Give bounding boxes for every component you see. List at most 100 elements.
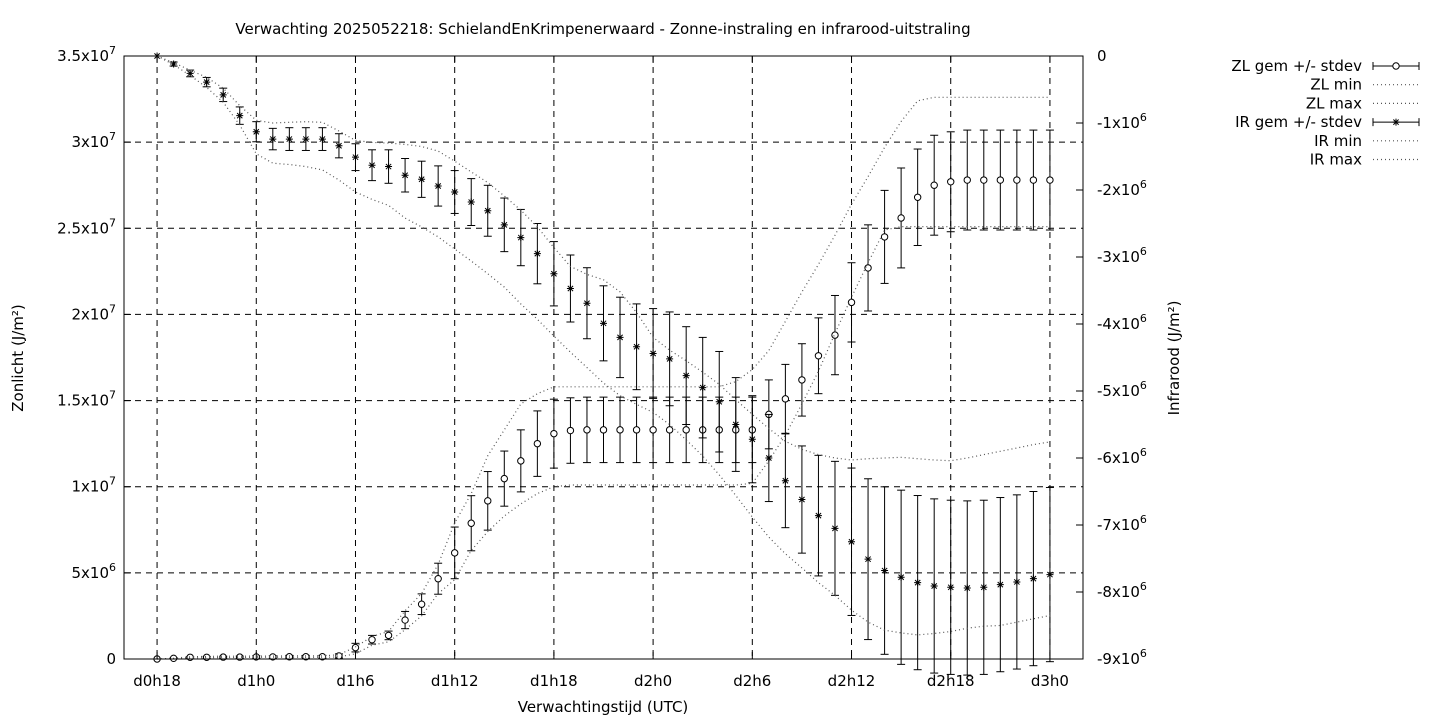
series-zl-gem-stdev-point <box>401 610 410 630</box>
series-ir-gem-stdev-point <box>897 489 906 665</box>
y-left-tick-label: 5x106 <box>71 561 116 582</box>
legend-item: IR gem +/- stdev <box>1235 113 1420 131</box>
series-ir-gem-stdev-point <box>1045 486 1054 663</box>
series-zl-gem-stdev-point <box>814 317 823 395</box>
series-ir-gem-stdev-point <box>715 350 724 453</box>
series-zl-max <box>157 96 1050 660</box>
star-marker <box>335 142 343 150</box>
y-right-tick-label: -8x106 <box>1097 580 1147 601</box>
star-marker <box>947 583 955 591</box>
star-marker <box>682 372 690 380</box>
star-marker <box>864 555 872 563</box>
y-left-tick-label: 3x107 <box>71 130 116 151</box>
y-left-axis-label: Zonlicht (J/m²) <box>9 304 27 412</box>
y-right-tick-label: -9x106 <box>1097 647 1147 668</box>
series-ir-gem-stdev-point <box>235 106 244 125</box>
y-left-tick-label: 2x107 <box>71 302 116 323</box>
series-ir-gem-stdev-point <box>516 208 525 267</box>
star-marker <box>484 207 492 215</box>
series-ir-gem-stdev-point <box>268 127 277 151</box>
star-marker <box>649 349 657 357</box>
series-ir-gem-stdev-point <box>665 311 674 407</box>
y-left-tick-label: 0 <box>106 650 116 668</box>
y-right-axis-label: Infrarood (J/m²) <box>1165 301 1183 416</box>
circle-marker <box>864 264 872 272</box>
y-right-tick-label: -6x106 <box>1097 446 1147 467</box>
series-zl-max-line <box>157 96 1050 660</box>
legend-label: ZL max <box>1306 94 1362 112</box>
series-zl-gem-stdev-point <box>467 495 476 552</box>
circle-marker <box>831 331 839 339</box>
circle-marker <box>897 214 905 222</box>
series-ir-gem-stdev-point <box>880 486 889 655</box>
circle-marker <box>996 176 1005 184</box>
star-marker <box>285 135 293 143</box>
series-ir-gem-stdev-point <box>864 478 873 641</box>
y-left-tick-label: 2.5x107 <box>57 216 116 237</box>
series-ir-gem-stdev-point <box>797 445 806 554</box>
circle-marker <box>930 181 938 189</box>
circle-marker <box>847 298 856 307</box>
circle-marker <box>351 643 360 652</box>
series-zl-gem-stdev-point <box>533 410 542 477</box>
legend-label: ZL min <box>1310 76 1362 94</box>
star-marker <box>467 198 475 206</box>
star-marker <box>748 435 756 443</box>
y-right-tick-label: -2x106 <box>1097 178 1147 199</box>
circle-marker <box>913 193 922 201</box>
series-ir-gem-stdev-point <box>417 160 426 198</box>
series-zl-gem-stdev-point <box>946 131 955 233</box>
series-ir-gem-stdev-point <box>301 127 310 151</box>
y-right-tick-label: -5x106 <box>1097 379 1147 400</box>
series-zl-gem-stdev-point <box>979 129 988 231</box>
x-tick-label: d1h6 <box>336 672 374 690</box>
circle-marker <box>533 439 542 448</box>
star-marker <box>848 538 856 546</box>
star-marker <box>798 496 806 504</box>
series-zl-gem-stdev-point <box>930 134 939 236</box>
x-axis-label: Verwachtingstijd (UTC) <box>518 698 689 716</box>
star-marker <box>203 78 211 86</box>
plot-frame <box>123 55 1084 660</box>
star-marker <box>897 573 905 581</box>
circle-marker <box>1029 176 1038 184</box>
plot-area <box>153 52 1054 676</box>
circle-marker <box>632 426 641 434</box>
series-zl-gem-stdev-point <box>186 653 195 661</box>
series-ir-gem-stdev-point <box>252 121 261 143</box>
star-marker <box>418 175 426 183</box>
series-ir-gem-stdev-point <box>682 326 691 425</box>
series-ir-gem-stdev-point <box>186 69 195 78</box>
star-marker <box>616 333 624 341</box>
star-marker <box>963 584 971 592</box>
star-marker <box>715 398 723 406</box>
series-zl-gem-stdev-point <box>318 653 327 661</box>
series-ir-gem-stdev-point <box>401 158 410 193</box>
legend-marker <box>1392 118 1400 126</box>
y-left-tick-label: 3.5x107 <box>57 44 116 65</box>
circle-marker <box>517 457 525 465</box>
star-marker <box>236 112 244 120</box>
series-ir-gem-stdev-point <box>384 149 393 184</box>
y-right-tick-label: 0 <box>1097 47 1107 65</box>
circle-marker <box>880 233 889 241</box>
star-marker <box>781 477 789 485</box>
star-marker <box>186 69 194 77</box>
series-ir-gem-stdev-point <box>582 267 591 340</box>
series-ir-gem-stdev-point <box>334 133 343 159</box>
series-ir-gem-stdev-point <box>781 433 790 529</box>
star-marker <box>914 579 922 587</box>
x-tick-label: d2h0 <box>634 672 672 690</box>
series-ir-gem-stdev-point <box>616 296 625 379</box>
star-marker <box>930 582 938 590</box>
series-ir-max <box>156 55 1050 462</box>
star-marker <box>385 163 393 171</box>
legend-label: IR gem +/- stdev <box>1235 113 1362 131</box>
star-marker <box>252 128 260 136</box>
series-zl-gem-stdev-point <box>351 642 360 653</box>
series-ir-gem-stdev-point <box>913 495 922 671</box>
circle-marker <box>814 352 823 360</box>
series-ir-gem-stdev-point <box>649 308 658 399</box>
series-zl-gem-stdev-point <box>483 471 492 531</box>
series-ir-gem-stdev-point <box>500 197 509 253</box>
